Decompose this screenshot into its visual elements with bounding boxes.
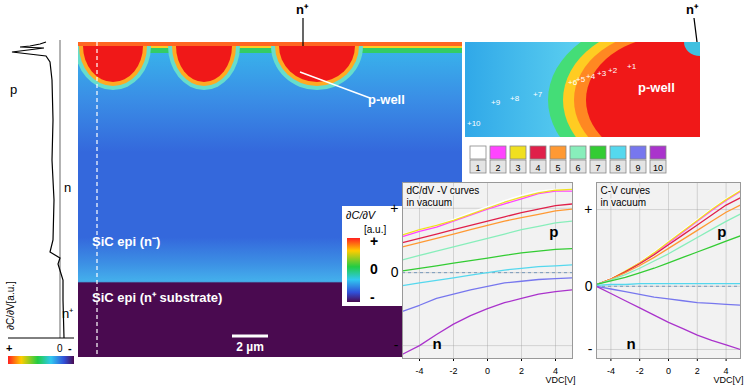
svg-text:n: n (64, 180, 71, 195)
svg-text:10: 10 (653, 163, 663, 173)
svg-text:+9: +9 (491, 98, 501, 107)
svg-text:-4: -4 (607, 366, 615, 376)
svg-text:2: 2 (695, 366, 700, 376)
svg-text:+: + (370, 233, 378, 249)
svg-text:2: 2 (519, 366, 524, 376)
svg-text:9: 9 (635, 163, 640, 173)
svg-text:-: - (370, 289, 375, 305)
svg-text:4: 4 (553, 365, 558, 376)
svg-text:+: + (6, 342, 12, 354)
svg-text:in vacuum: in vacuum (601, 197, 647, 208)
svg-text:p-well: p-well (368, 92, 405, 107)
svg-text:8: 8 (615, 163, 620, 173)
svg-text:2 µm: 2 µm (236, 340, 264, 354)
svg-text:1: 1 (475, 163, 480, 173)
svg-text:dC/dV -V curves: dC/dV -V curves (407, 185, 480, 196)
svg-text:in vacuum: in vacuum (407, 197, 453, 208)
svg-text:n: n (433, 335, 442, 352)
svg-text:0: 0 (391, 264, 399, 280)
svg-text:0: 0 (485, 366, 490, 376)
svg-text:0: 0 (370, 261, 378, 277)
svg-text:∂C/∂V: ∂C/∂V (346, 209, 377, 221)
svg-text:+3: +3 (597, 69, 607, 78)
svg-text:∂C/∂V[a.u.]: ∂C/∂V[a.u.] (5, 281, 16, 330)
svg-text:C-V curves: C-V curves (601, 185, 650, 196)
svg-text:+1: +1 (627, 62, 637, 71)
svg-text:SiC epi (n⁺ substrate): SiC epi (n⁺ substrate) (92, 290, 222, 305)
svg-text:0: 0 (666, 366, 671, 376)
svg-text:0: 0 (57, 343, 63, 354)
svg-text:n: n (627, 335, 636, 352)
svg-text:VDC[V]: VDC[V] (713, 375, 743, 385)
svg-text:+: + (390, 200, 398, 216)
svg-text:p: p (717, 223, 726, 240)
svg-text:+10: +10 (467, 119, 481, 128)
svg-text:0: 0 (585, 278, 593, 294)
svg-text:p: p (10, 82, 17, 97)
svg-text:+: + (584, 201, 592, 217)
svg-text:-: - (68, 342, 72, 354)
svg-text:p-well: p-well (638, 80, 675, 95)
svg-text:+5: +5 (576, 75, 586, 84)
svg-text:3: 3 (515, 163, 520, 173)
svg-text:6: 6 (575, 163, 580, 173)
svg-text:4: 4 (535, 163, 540, 173)
svg-text:-4: -4 (415, 366, 423, 376)
svg-text:7: 7 (595, 163, 600, 173)
svg-text:-2: -2 (636, 366, 644, 376)
svg-text:n⁺: n⁺ (62, 306, 73, 321)
svg-text:+2: +2 (608, 66, 618, 75)
svg-text:-: - (588, 341, 593, 357)
svg-text:[a.u.]: [a.u.] (364, 224, 387, 235)
svg-text:+4: +4 (586, 72, 596, 81)
svg-text:n⁺: n⁺ (686, 2, 699, 17)
svg-text:+8: +8 (510, 94, 520, 103)
svg-text:4: 4 (723, 365, 729, 376)
svg-text:p: p (549, 223, 558, 240)
svg-text:n⁺: n⁺ (296, 2, 309, 17)
svg-text:VDC[V]: VDC[V] (545, 375, 575, 385)
svg-text:-2: -2 (449, 366, 457, 376)
svg-text:+7: +7 (533, 90, 543, 99)
svg-text:SiC epi (n⁻): SiC epi (n⁻) (92, 234, 160, 249)
svg-text:2: 2 (495, 163, 500, 173)
svg-text:-: - (394, 337, 399, 353)
svg-text:+6: +6 (568, 78, 578, 87)
svg-text:5: 5 (555, 163, 560, 173)
